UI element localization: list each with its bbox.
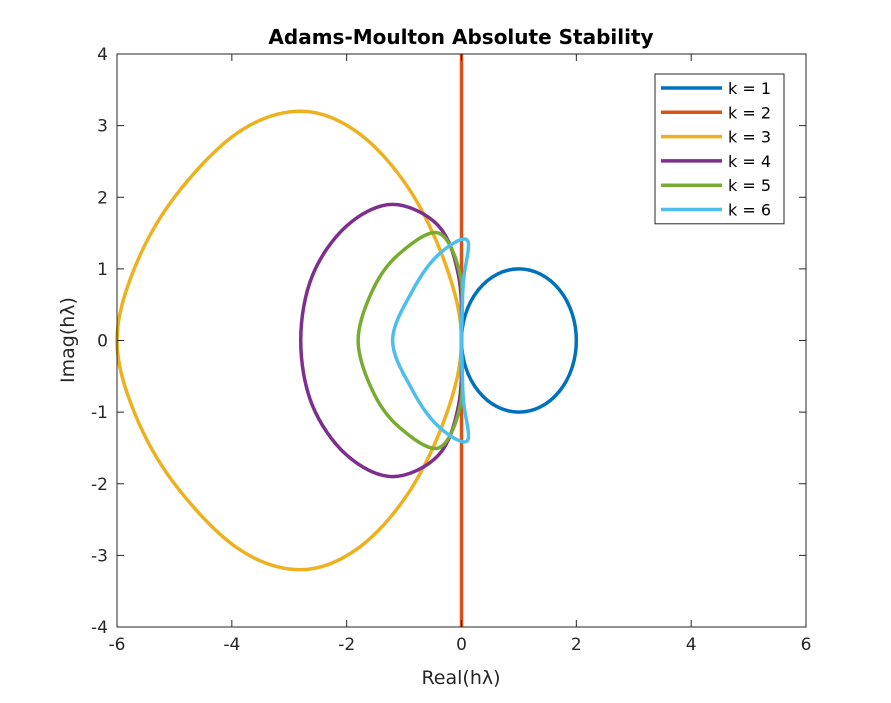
x-tick-label: -4 — [223, 635, 240, 655]
legend-label-k6: k = 6 — [728, 201, 771, 220]
legend-label-k4: k = 4 — [728, 152, 771, 171]
series-k5-line — [356, 230, 465, 451]
x-tick-label: -6 — [109, 635, 126, 655]
y-tick-label: 4 — [97, 45, 108, 65]
legend-label-k2: k = 2 — [728, 103, 771, 122]
legend-label-k5: k = 5 — [728, 176, 771, 195]
y-tick-label: -1 — [91, 403, 108, 423]
legend: k = 1 k = 2 k = 3 k = 4 k = 5 k = 6 — [654, 73, 785, 225]
y-tick-label: 1 — [97, 260, 108, 280]
y-axis-label: Imag(hλ) — [57, 297, 79, 383]
y-tick-label: 3 — [97, 117, 108, 137]
legend-box — [654, 73, 785, 225]
x-axis-label: Real(hλ) — [421, 667, 500, 689]
y-tick-label: -3 — [91, 546, 108, 566]
series-k4-line — [298, 202, 464, 479]
legend-label-k3: k = 3 — [728, 128, 771, 147]
legend-label-k1: k = 1 — [728, 79, 771, 98]
x-tick-label: 2 — [571, 635, 582, 655]
series-k6-line — [390, 237, 471, 444]
x-tick-label: -2 — [338, 635, 355, 655]
chart-title: Adams-Moulton Absolute Stability — [268, 25, 653, 49]
y-tick-label: 2 — [97, 188, 108, 208]
y-tick-label: 0 — [97, 332, 108, 352]
x-tick-label: 6 — [801, 635, 812, 655]
x-tick-label: 4 — [686, 635, 697, 655]
y-tick-label: -2 — [91, 475, 108, 495]
y-tick-label: -4 — [91, 618, 108, 638]
x-tick-label: 0 — [456, 635, 467, 655]
